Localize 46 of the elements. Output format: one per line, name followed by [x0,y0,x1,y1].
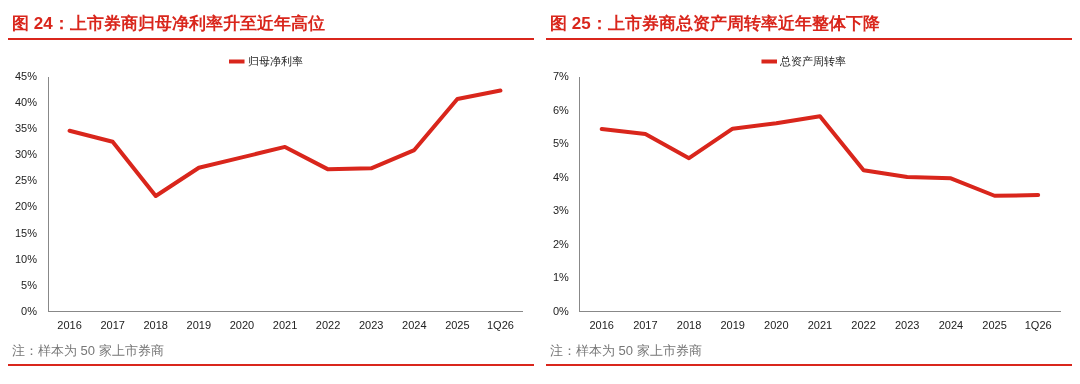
x-tick-label: 2024 [938,319,964,332]
y-tick-label: 1% [552,271,570,284]
x-tick-label: 2023 [358,319,384,332]
y-tick-label: 10% [14,252,38,265]
y-tick-label: 7% [552,70,570,83]
y-tick-label: 0% [552,304,570,317]
y-tick-label: 3% [552,204,570,217]
x-tick-label: 2025 [982,319,1007,332]
x-tick-label: 2020 [764,319,789,332]
y-tick-label: 20% [14,200,38,213]
y-tick-label: 35% [14,122,38,135]
x-tick-label: 2019 [720,319,745,332]
x-tick-label: 2024 [402,319,427,332]
x-tick-label: 2020 [229,319,255,332]
x-tick-label: 2023 [895,319,920,332]
x-tick-label: 2021 [807,319,833,332]
legend-label: 归母净利率 [247,54,303,67]
x-tick-label: 2016 [57,319,82,332]
y-tick-label: 6% [552,103,570,116]
y-tick-label: 4% [552,170,570,183]
x-tick-label: 2016 [589,319,614,332]
y-tick-label: 40% [14,96,38,109]
x-tick-label: 2019 [186,319,212,332]
y-tick-label: 30% [14,148,38,161]
y-tick-label: 25% [14,174,38,187]
x-tick-label: 1Q26 [486,319,514,332]
y-tick-label: 15% [14,226,38,239]
x-tick-label: 2022 [851,319,876,332]
x-tick-label: 2025 [445,319,470,332]
chart-title: 图 24：上市券商归母净利率升至近年高位 [8,8,534,40]
y-tick-label: 0% [21,304,38,317]
y-tick-label: 45% [14,70,38,83]
x-tick-label: 2017 [633,319,658,332]
chart-title: 图 25：上市券商总资产周转率近年整体下降 [546,8,1072,40]
text: 注：样本为 50 家上市券商 [550,343,702,358]
text: 注：样本为 50 家上市券商 [12,343,164,358]
x-tick-label: 2022 [315,319,341,332]
y-tick-label: 5% [21,278,38,291]
x-tick-label: 2018 [676,319,702,332]
y-tick-label: 2% [552,237,570,250]
legend-label: 总资产周转率 [779,54,847,67]
y-tick-label: 5% [552,137,570,150]
x-tick-label: 1Q26 [1024,319,1052,332]
x-tick-label: 2021 [272,319,298,332]
x-tick-label: 2018 [143,319,168,332]
x-tick-label: 2017 [100,319,125,332]
